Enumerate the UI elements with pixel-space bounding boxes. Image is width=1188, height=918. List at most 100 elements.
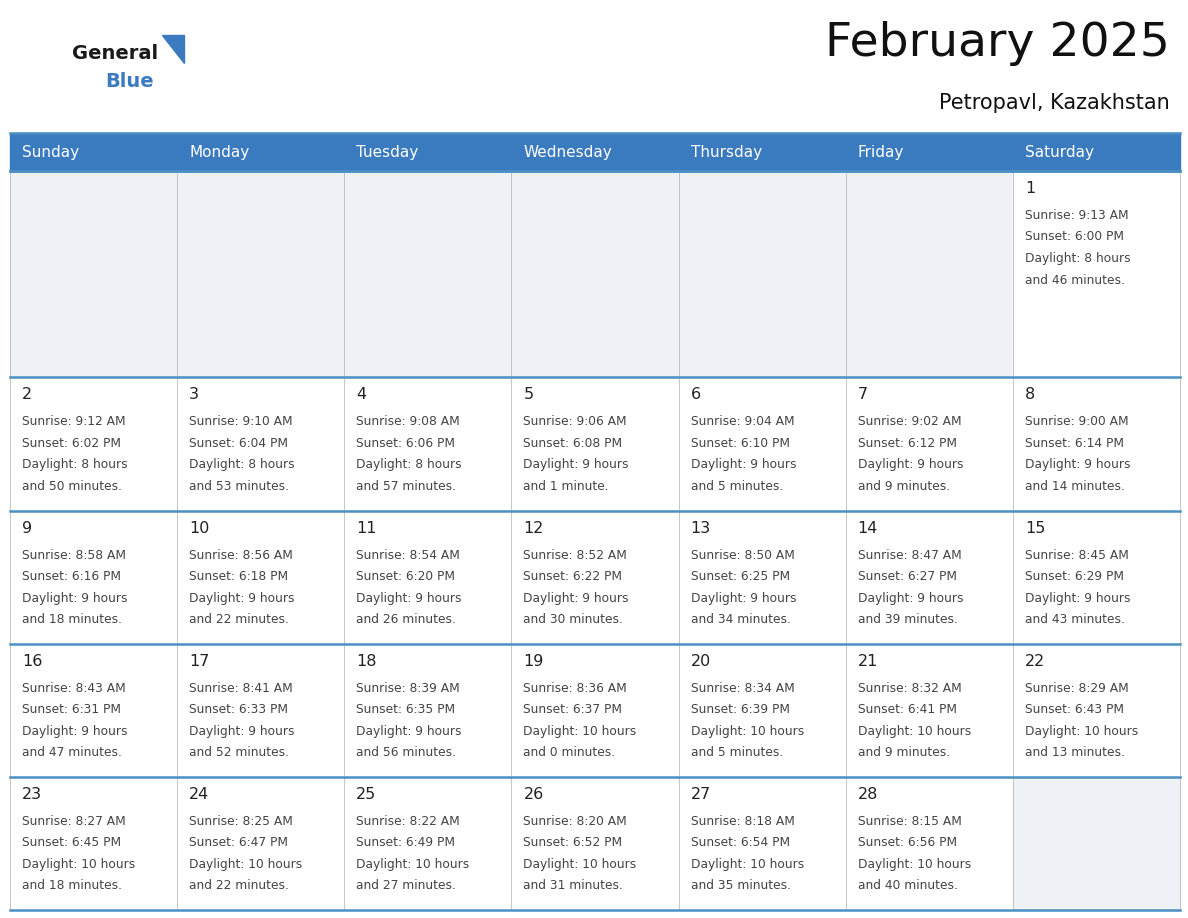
Text: Sunrise: 8:27 AM: Sunrise: 8:27 AM	[23, 815, 126, 828]
Text: Daylight: 9 hours: Daylight: 9 hours	[23, 591, 127, 605]
Text: 16: 16	[23, 654, 43, 668]
Bar	[1013, 510, 1180, 644]
Text: and 46 minutes.: and 46 minutes.	[1025, 274, 1125, 286]
Text: Sunrise: 9:10 AM: Sunrise: 9:10 AM	[189, 415, 292, 429]
Text: 28: 28	[858, 787, 878, 801]
Text: 11: 11	[356, 521, 377, 535]
Text: and 34 minutes.: and 34 minutes.	[690, 613, 790, 626]
Text: Sunrise: 8:29 AM: Sunrise: 8:29 AM	[1025, 682, 1129, 695]
Text: Sunrise: 9:12 AM: Sunrise: 9:12 AM	[23, 415, 126, 429]
Bar	[177, 377, 345, 510]
Text: Sunset: 6:10 PM: Sunset: 6:10 PM	[690, 437, 790, 450]
Text: and 30 minutes.: and 30 minutes.	[524, 613, 624, 626]
Text: and 52 minutes.: and 52 minutes.	[189, 746, 289, 759]
Bar	[511, 510, 678, 644]
Text: Sunrise: 8:43 AM: Sunrise: 8:43 AM	[23, 682, 126, 695]
Bar	[345, 133, 511, 171]
Text: Sunrise: 9:08 AM: Sunrise: 9:08 AM	[356, 415, 460, 429]
Text: Daylight: 9 hours: Daylight: 9 hours	[690, 458, 796, 471]
Text: Daylight: 8 hours: Daylight: 8 hours	[189, 458, 295, 471]
Text: Petropavl, Kazakhstan: Petropavl, Kazakhstan	[940, 93, 1170, 113]
Text: Sunrise: 8:39 AM: Sunrise: 8:39 AM	[356, 682, 460, 695]
Text: Sunset: 6:47 PM: Sunset: 6:47 PM	[189, 836, 289, 849]
Text: Sunrise: 8:52 AM: Sunrise: 8:52 AM	[524, 549, 627, 562]
Text: Daylight: 9 hours: Daylight: 9 hours	[524, 458, 628, 471]
Bar	[177, 777, 345, 910]
Bar	[345, 171, 511, 377]
Text: Sunset: 6:20 PM: Sunset: 6:20 PM	[356, 570, 455, 583]
Text: Daylight: 9 hours: Daylight: 9 hours	[1025, 591, 1130, 605]
Text: Daylight: 8 hours: Daylight: 8 hours	[23, 458, 127, 471]
Text: and 47 minutes.: and 47 minutes.	[23, 746, 122, 759]
Bar	[10, 777, 177, 910]
Text: Daylight: 10 hours: Daylight: 10 hours	[189, 857, 303, 871]
Text: and 43 minutes.: and 43 minutes.	[1025, 613, 1125, 626]
Bar	[1013, 644, 1180, 777]
Text: Sunset: 6:31 PM: Sunset: 6:31 PM	[23, 703, 121, 716]
Text: Sunset: 6:04 PM: Sunset: 6:04 PM	[189, 437, 289, 450]
Text: 10: 10	[189, 521, 209, 535]
Text: Sunset: 6:14 PM: Sunset: 6:14 PM	[1025, 437, 1124, 450]
Bar	[511, 377, 678, 510]
Bar	[177, 171, 345, 377]
Bar	[678, 644, 846, 777]
Text: and 14 minutes.: and 14 minutes.	[1025, 480, 1125, 493]
Text: Sunrise: 8:34 AM: Sunrise: 8:34 AM	[690, 682, 795, 695]
Text: and 9 minutes.: and 9 minutes.	[858, 480, 950, 493]
Text: and 18 minutes.: and 18 minutes.	[23, 613, 122, 626]
Text: 17: 17	[189, 654, 209, 668]
Text: Tuesday: Tuesday	[356, 144, 418, 160]
Text: Daylight: 8 hours: Daylight: 8 hours	[356, 458, 462, 471]
Text: Sunrise: 8:15 AM: Sunrise: 8:15 AM	[858, 815, 961, 828]
Text: 19: 19	[524, 654, 544, 668]
Bar	[1013, 171, 1180, 377]
Text: Sunset: 6:12 PM: Sunset: 6:12 PM	[858, 437, 956, 450]
Bar	[1013, 377, 1180, 510]
Text: Friday: Friday	[858, 144, 904, 160]
Text: 20: 20	[690, 654, 710, 668]
Text: Sunrise: 9:04 AM: Sunrise: 9:04 AM	[690, 415, 795, 429]
Text: Thursday: Thursday	[690, 144, 762, 160]
Text: 12: 12	[524, 521, 544, 535]
Bar	[177, 644, 345, 777]
Text: and 0 minutes.: and 0 minutes.	[524, 746, 615, 759]
Text: and 22 minutes.: and 22 minutes.	[189, 879, 289, 892]
Text: Sunset: 6:27 PM: Sunset: 6:27 PM	[858, 570, 956, 583]
Bar	[846, 510, 1013, 644]
Bar	[846, 377, 1013, 510]
Text: Sunrise: 8:45 AM: Sunrise: 8:45 AM	[1025, 549, 1129, 562]
Text: Sunset: 6:43 PM: Sunset: 6:43 PM	[1025, 703, 1124, 716]
Text: Monday: Monday	[189, 144, 249, 160]
Text: 14: 14	[858, 521, 878, 535]
Text: Sunrise: 9:02 AM: Sunrise: 9:02 AM	[858, 415, 961, 429]
Text: Sunrise: 8:36 AM: Sunrise: 8:36 AM	[524, 682, 627, 695]
Text: Daylight: 10 hours: Daylight: 10 hours	[524, 857, 637, 871]
Bar	[10, 510, 177, 644]
Bar	[678, 510, 846, 644]
Text: 21: 21	[858, 654, 878, 668]
Text: Sunset: 6:54 PM: Sunset: 6:54 PM	[690, 836, 790, 849]
Bar	[678, 777, 846, 910]
Polygon shape	[162, 35, 184, 63]
Text: 18: 18	[356, 654, 377, 668]
Text: Daylight: 8 hours: Daylight: 8 hours	[1025, 252, 1131, 265]
Text: 15: 15	[1025, 521, 1045, 535]
Text: Daylight: 9 hours: Daylight: 9 hours	[690, 591, 796, 605]
Text: Daylight: 10 hours: Daylight: 10 hours	[356, 857, 469, 871]
Text: Sunset: 6:00 PM: Sunset: 6:00 PM	[1025, 230, 1124, 243]
Bar	[345, 644, 511, 777]
Bar	[846, 644, 1013, 777]
Text: Sunrise: 8:56 AM: Sunrise: 8:56 AM	[189, 549, 293, 562]
Text: Sunset: 6:52 PM: Sunset: 6:52 PM	[524, 836, 623, 849]
Text: 5: 5	[524, 387, 533, 402]
Bar	[846, 171, 1013, 377]
Bar	[177, 133, 345, 171]
Text: Sunset: 6:49 PM: Sunset: 6:49 PM	[356, 836, 455, 849]
Bar	[177, 510, 345, 644]
Text: Daylight: 10 hours: Daylight: 10 hours	[858, 857, 971, 871]
Text: and 22 minutes.: and 22 minutes.	[189, 613, 289, 626]
Text: Sunset: 6:56 PM: Sunset: 6:56 PM	[858, 836, 956, 849]
Text: Daylight: 9 hours: Daylight: 9 hours	[858, 591, 963, 605]
Text: 3: 3	[189, 387, 200, 402]
Text: and 9 minutes.: and 9 minutes.	[858, 746, 950, 759]
